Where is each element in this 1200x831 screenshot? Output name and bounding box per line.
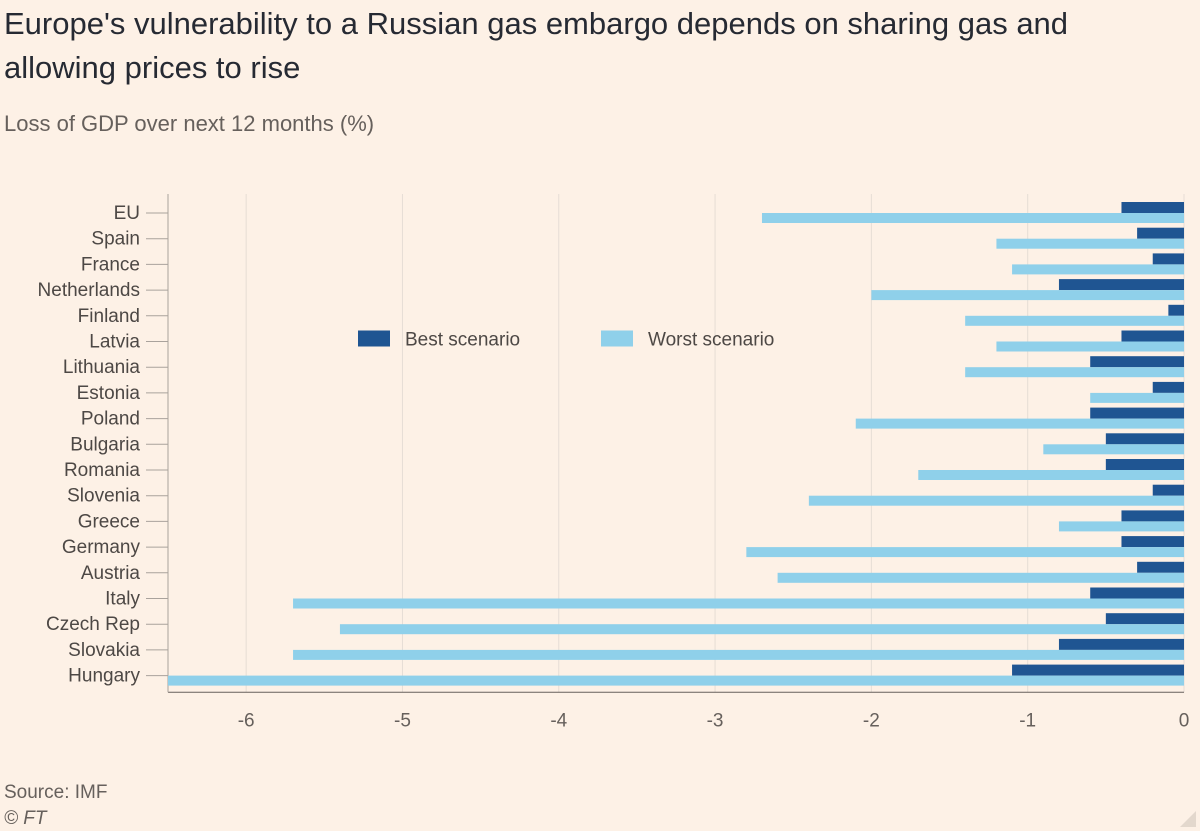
grid-lines <box>167 194 1185 693</box>
resize-handle <box>1180 811 1196 827</box>
bar-worst <box>1058 521 1184 532</box>
chart-title: Europe's vulnerability to a Russian gas … <box>4 6 1069 85</box>
category-label: Czech Rep <box>46 614 140 635</box>
bar-best <box>1105 433 1184 445</box>
legend-label: Worst scenario <box>648 330 774 351</box>
bar-worst <box>777 572 1184 583</box>
bar-best <box>1058 638 1184 650</box>
legend-swatch <box>601 330 633 347</box>
bar-best <box>1090 587 1184 599</box>
bar-worst <box>293 649 1184 660</box>
category-label: Romania <box>64 460 140 481</box>
bar-best <box>1090 407 1184 419</box>
bar-best <box>1137 227 1184 239</box>
bar-best <box>1152 381 1184 393</box>
category-label: Slovakia <box>68 640 140 661</box>
bar-best <box>1121 536 1184 548</box>
x-tick-label: -6 <box>238 710 255 731</box>
legend-label: Best scenario <box>405 330 520 351</box>
x-tick-label: -3 <box>707 710 724 731</box>
bar-worst <box>808 495 1184 506</box>
category-labels: EU Spain France Netherlands Finland Latvia Lit… <box>38 203 168 687</box>
category-label: Spain <box>91 229 140 250</box>
x-tick-labels: -6 -5 -4 -3 -2 -1 0 <box>238 710 1190 731</box>
x-tick-label: -5 <box>394 710 411 731</box>
bar-worst <box>293 598 1184 609</box>
bar-worst <box>918 470 1184 480</box>
bar-best <box>1058 279 1184 291</box>
bar-best <box>1152 253 1184 265</box>
category-label: EU <box>114 203 140 224</box>
bar-worst <box>1090 392 1184 403</box>
bar-worst <box>746 547 1184 558</box>
bar-worst <box>339 624 1184 635</box>
bar-best <box>1152 484 1184 496</box>
chart-subtitle: Loss of GDP over next 12 months (%) <box>4 111 375 136</box>
x-tick-label: -2 <box>863 710 880 731</box>
bar-best <box>1121 202 1184 213</box>
category-label: Hungary <box>68 666 140 687</box>
category-label: Netherlands <box>38 280 140 301</box>
category-label: France <box>81 254 140 275</box>
bars <box>168 202 1184 686</box>
category-label: Italy <box>105 589 140 610</box>
x-tick-label: 0 <box>1179 710 1190 731</box>
x-tick-label: -4 <box>550 710 567 731</box>
category-label: Estonia <box>77 383 141 404</box>
bar-best <box>1105 459 1184 470</box>
bar-worst <box>871 290 1184 301</box>
category-label: Bulgaria <box>70 434 140 455</box>
category-label: Greece <box>78 511 140 532</box>
bar-worst <box>965 315 1184 326</box>
bar-worst <box>1012 264 1184 275</box>
x-tick-label: -1 <box>1019 710 1036 731</box>
bar-worst <box>996 238 1184 249</box>
category-label: Lithuania <box>63 357 141 378</box>
bar-worst <box>168 675 1184 686</box>
category-label: Slovenia <box>67 486 140 507</box>
category-label: Poland <box>81 409 140 430</box>
legend: Best scenario Worst scenario <box>358 330 774 351</box>
source-note: Source: IMF <box>4 782 108 803</box>
bar-best <box>1105 613 1184 625</box>
category-label: Austria <box>81 563 141 584</box>
ft-credit: © FT <box>4 808 47 829</box>
bar-worst <box>996 341 1184 352</box>
bar-best <box>1121 330 1184 342</box>
bar-best <box>1090 356 1184 368</box>
bar-chart: EU Spain France Netherlands Finland Latvia Lit… <box>38 194 1190 731</box>
bar-best <box>1168 304 1184 316</box>
bar-best <box>1121 510 1184 522</box>
category-label: Latvia <box>89 332 140 353</box>
bar-worst <box>965 367 1184 378</box>
bar-worst <box>761 213 1184 223</box>
bar-worst <box>1043 444 1184 455</box>
bar-best <box>1137 561 1184 573</box>
category-label: Finland <box>78 306 140 327</box>
bar-best <box>1012 664 1184 676</box>
bar-worst <box>855 418 1184 429</box>
category-label: Germany <box>62 537 141 558</box>
legend-swatch <box>358 330 390 347</box>
